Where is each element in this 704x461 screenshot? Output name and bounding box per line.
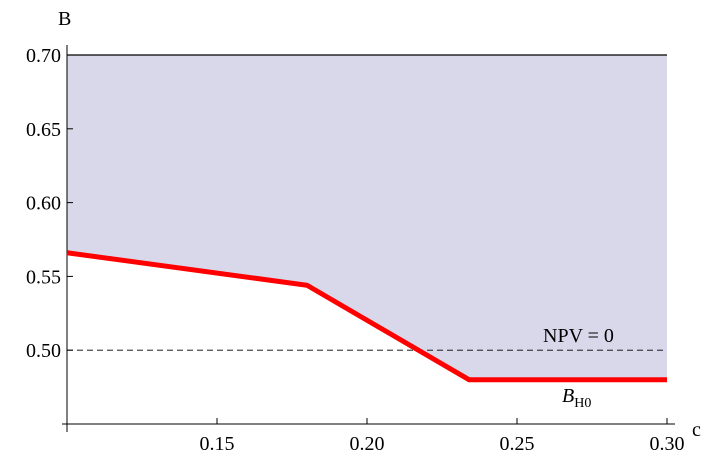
x-tick-label: 0.25 [500,433,535,455]
x-tick-label: 0.15 [200,433,235,455]
curve-label: BH0 [562,385,591,411]
x-tick-label: 0.30 [650,433,685,455]
x-tick-label: 0.20 [350,433,385,455]
y-tick-label: 0.70 [26,45,61,67]
y-tick-label: 0.60 [26,193,61,215]
y-tick-label: 0.50 [26,340,61,362]
curve-label-sub: H0 [574,396,591,411]
y-axis-label: B [58,8,71,30]
y-tick-label: 0.65 [26,119,61,141]
feasible-region [67,55,667,380]
y-tick-label: 0.55 [26,266,61,288]
curve [66,250,667,383]
reference-label: NPV = 0 [543,325,614,347]
x-axis-label: c [692,419,701,441]
curve-label-main: B [562,385,574,407]
